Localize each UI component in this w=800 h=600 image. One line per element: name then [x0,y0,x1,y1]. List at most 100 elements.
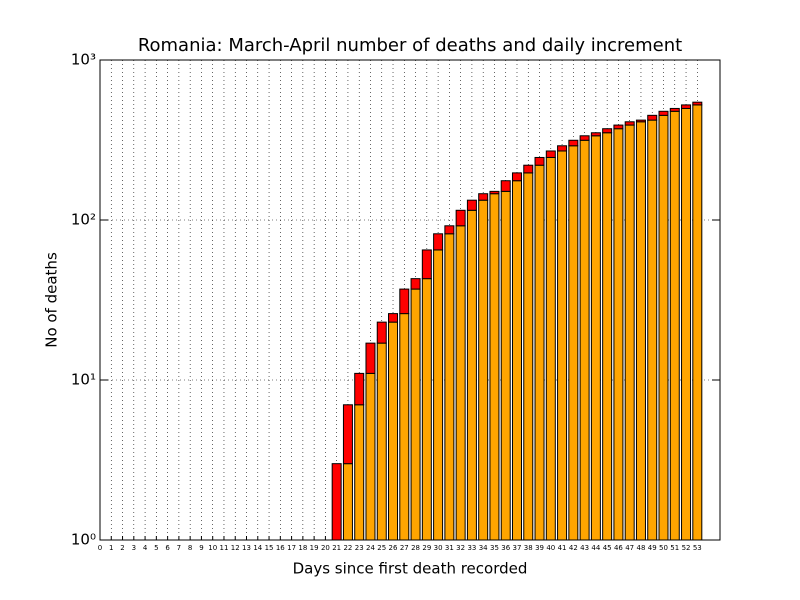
bar [410,288,421,541]
x-tick-label: 3 [132,544,136,552]
x-tick-label: 23 [355,544,364,552]
bar [647,119,658,541]
x-tick-label: 19 [310,544,319,552]
x-tick-label: 44 [591,544,600,552]
bar [399,288,410,315]
x-tick-label: 48 [636,544,645,552]
bar [523,172,534,541]
x-tick-label: 15 [265,544,274,552]
x-tick-label: 30 [434,544,443,552]
bar [534,164,545,541]
x-tick-label: 26 [389,544,398,552]
y-tick-label: 10⁰ [71,531,96,549]
x-tick-label: 50 [659,544,668,552]
bar [478,199,489,541]
bar [545,150,556,158]
bar [534,156,545,166]
bar [388,313,399,323]
bar [421,278,432,541]
bar [478,193,489,201]
x-tick-label: 29 [422,544,431,552]
bar [658,110,669,116]
x-tick-label: 33 [467,544,476,552]
x-tick-label: 24 [366,544,375,552]
bar [613,124,624,130]
bar [681,104,692,109]
x-tick-label: 40 [546,544,555,552]
x-tick-label: 45 [603,544,612,552]
x-tick-label: 4 [143,544,148,552]
x-tick-label: 31 [445,544,454,552]
x-tick-label: 46 [614,544,623,552]
bar [635,121,646,541]
bar [489,190,500,195]
bar [647,114,658,121]
x-tick-label: 43 [580,544,589,552]
x-tick-label: 21 [332,544,341,552]
bar [399,313,410,541]
x-tick-label: 1 [109,544,113,552]
x-tick-label: 7 [177,544,181,552]
bar [579,139,590,541]
x-tick-label: 6 [165,544,170,552]
bar [669,110,680,541]
bar [433,249,444,541]
bar [331,463,342,541]
bar [545,156,556,541]
x-tick-label: 20 [321,544,330,552]
x-tick-label: 14 [253,544,262,552]
bar [466,199,477,211]
bar [500,190,511,541]
x-tick-label: 9 [199,544,203,552]
y-axis-label: No of deaths [43,252,61,348]
bar [376,342,387,541]
bar [342,404,353,465]
bar [410,278,421,290]
x-tick-label: 52 [682,544,691,552]
x-tick-label: 27 [400,544,409,552]
bar [511,172,522,182]
bar [365,372,376,541]
bar [342,463,353,541]
x-tick-label: 32 [456,544,465,552]
x-tick-label: 10 [208,544,217,552]
bar [568,145,579,541]
x-tick-label: 2 [120,544,124,552]
bar [354,404,365,541]
bar [376,321,387,344]
x-tick-label: 8 [188,544,192,552]
x-tick-label: 22 [343,544,352,552]
bar [624,121,635,126]
bar [669,107,680,112]
bar [658,114,669,541]
bar [557,145,568,152]
bar [590,132,601,137]
x-tick-label: 28 [411,544,420,552]
bar [635,119,646,123]
bar [388,321,399,541]
bar [568,139,579,147]
x-axis-label: Days since first death recorded [293,560,528,578]
bar [692,104,703,541]
plot-frame [99,59,721,541]
x-tick-label: 5 [154,544,158,552]
bar [602,132,613,541]
x-tick-label: 17 [287,544,296,552]
bar [455,209,466,227]
x-tick-label: 51 [670,544,679,552]
x-tick-label: 42 [569,544,578,552]
chart-title: Romania: March-April number of deaths an… [138,35,682,56]
bar [579,135,590,141]
bar [354,372,365,406]
bar [590,135,601,541]
bar [500,180,511,192]
x-tick-label: 37 [513,544,522,552]
bar [466,209,477,541]
x-tick-label: 12 [231,544,240,552]
x-tick-label: 35 [490,544,499,552]
x-tick-label: 39 [535,544,544,552]
bar [421,249,432,280]
x-tick-label: 34 [479,544,488,552]
bar [511,180,522,541]
